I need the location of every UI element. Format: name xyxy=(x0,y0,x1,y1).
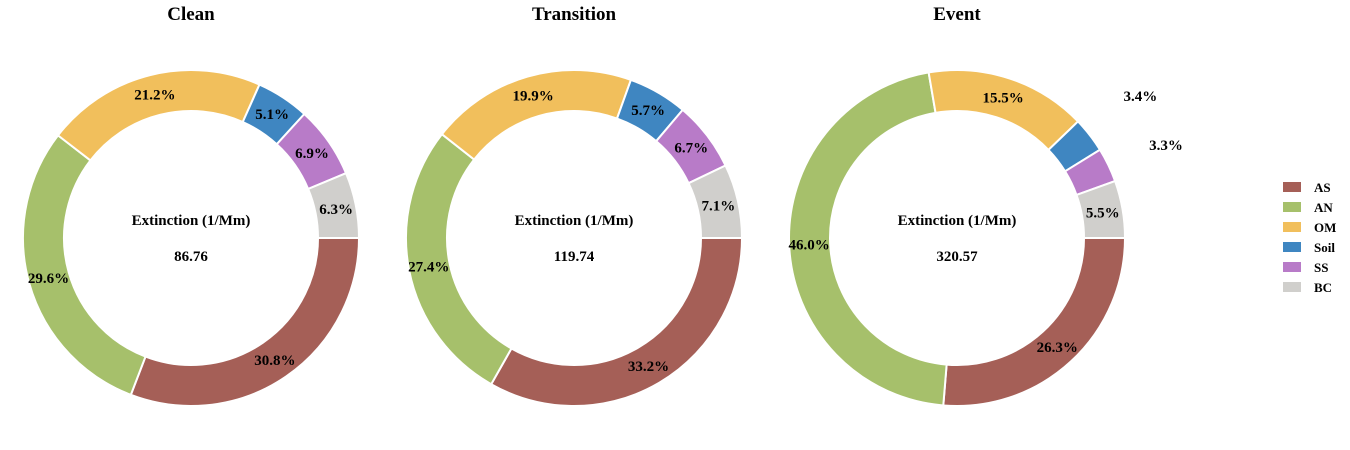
percent-label-an: 27.4% xyxy=(408,260,449,276)
percent-label-as: 26.3% xyxy=(1037,340,1078,356)
slice-bc xyxy=(306,171,361,239)
slice-om xyxy=(440,69,633,161)
slice-om xyxy=(56,69,261,162)
percent-label-an: 29.6% xyxy=(28,271,69,287)
percent-label-bc: 5.5% xyxy=(1086,206,1120,222)
percent-label-soil: 3.4% xyxy=(1123,89,1157,105)
percent-label-bc: 7.1% xyxy=(701,198,735,214)
slice-bc xyxy=(1075,179,1127,239)
percent-label-as: 30.8% xyxy=(254,353,295,369)
percent-label-om: 19.9% xyxy=(513,89,554,105)
slice-as xyxy=(129,237,361,407)
percent-label-bc: 6.3% xyxy=(319,202,353,218)
percent-label-om: 21.2% xyxy=(134,87,175,103)
chart-legend: AS AN OM Soil SS BC xyxy=(1283,180,1336,295)
percent-label-ss: 6.7% xyxy=(674,141,708,157)
chart-title: Event xyxy=(933,4,981,25)
center-value: 119.74 xyxy=(554,249,595,265)
percent-label-soil: 5.1% xyxy=(255,107,289,123)
legend-label-an: AN xyxy=(1314,200,1333,215)
donut-panel-transition: Transition Extinction (1/Mm) 119.74 33.2… xyxy=(405,4,744,407)
center-label: Extinction (1/Mm) xyxy=(132,213,251,229)
slice-an xyxy=(788,71,948,407)
center-value: 320.57 xyxy=(936,249,978,265)
slice-bc xyxy=(687,164,744,239)
legend-label-bc: BC xyxy=(1314,280,1332,295)
center-label: Extinction (1/Mm) xyxy=(515,213,634,229)
legend-swatch-om xyxy=(1283,222,1301,232)
slice-as xyxy=(489,237,744,407)
legend-label-soil: Soil xyxy=(1314,240,1335,255)
legend-label-om: OM xyxy=(1314,220,1336,235)
legend-swatch-as xyxy=(1283,182,1301,192)
legend-label-as: AS xyxy=(1314,180,1331,195)
slice-om xyxy=(927,69,1080,152)
legend-swatch-bc xyxy=(1283,282,1301,292)
percent-label-om: 15.5% xyxy=(983,90,1024,106)
percent-label-ss: 6.9% xyxy=(295,146,329,162)
legend-swatch-an xyxy=(1283,202,1301,212)
center-value: 86.76 xyxy=(174,249,208,265)
donut-slices xyxy=(788,69,1127,407)
donut-panel-clean: Clean Extinction (1/Mm) 86.76 30.8% 29.6%… xyxy=(22,4,361,407)
legend-swatch-ss xyxy=(1283,262,1301,272)
legend-label-ss: SS xyxy=(1314,260,1328,275)
percent-label-as: 33.2% xyxy=(628,359,669,375)
chart-title: Transition xyxy=(532,4,617,25)
percent-label-an: 46.0% xyxy=(789,238,830,254)
donut-panel-event: Event Extinction (1/Mm) 320.57 26.3% 46.0… xyxy=(788,4,1183,407)
slice-an xyxy=(22,133,147,397)
chart-title: Clean xyxy=(167,4,215,25)
donut-slices xyxy=(405,69,744,407)
donut-slices xyxy=(22,69,361,407)
percent-label-soil: 5.7% xyxy=(631,103,665,119)
percent-labels: 33.2% 27.4% 19.9% 5.7% 6.7% 7.1% xyxy=(408,89,735,375)
percent-labels: 26.3% 46.0% 15.5% 3.4% 3.3% 5.5% xyxy=(789,89,1183,356)
legend-swatch-soil xyxy=(1283,242,1301,252)
percent-label-ss: 3.3% xyxy=(1149,138,1183,154)
percent-labels: 30.8% 29.6% 21.2% 5.1% 6.9% 6.3% xyxy=(28,87,353,368)
center-label: Extinction (1/Mm) xyxy=(898,213,1017,229)
